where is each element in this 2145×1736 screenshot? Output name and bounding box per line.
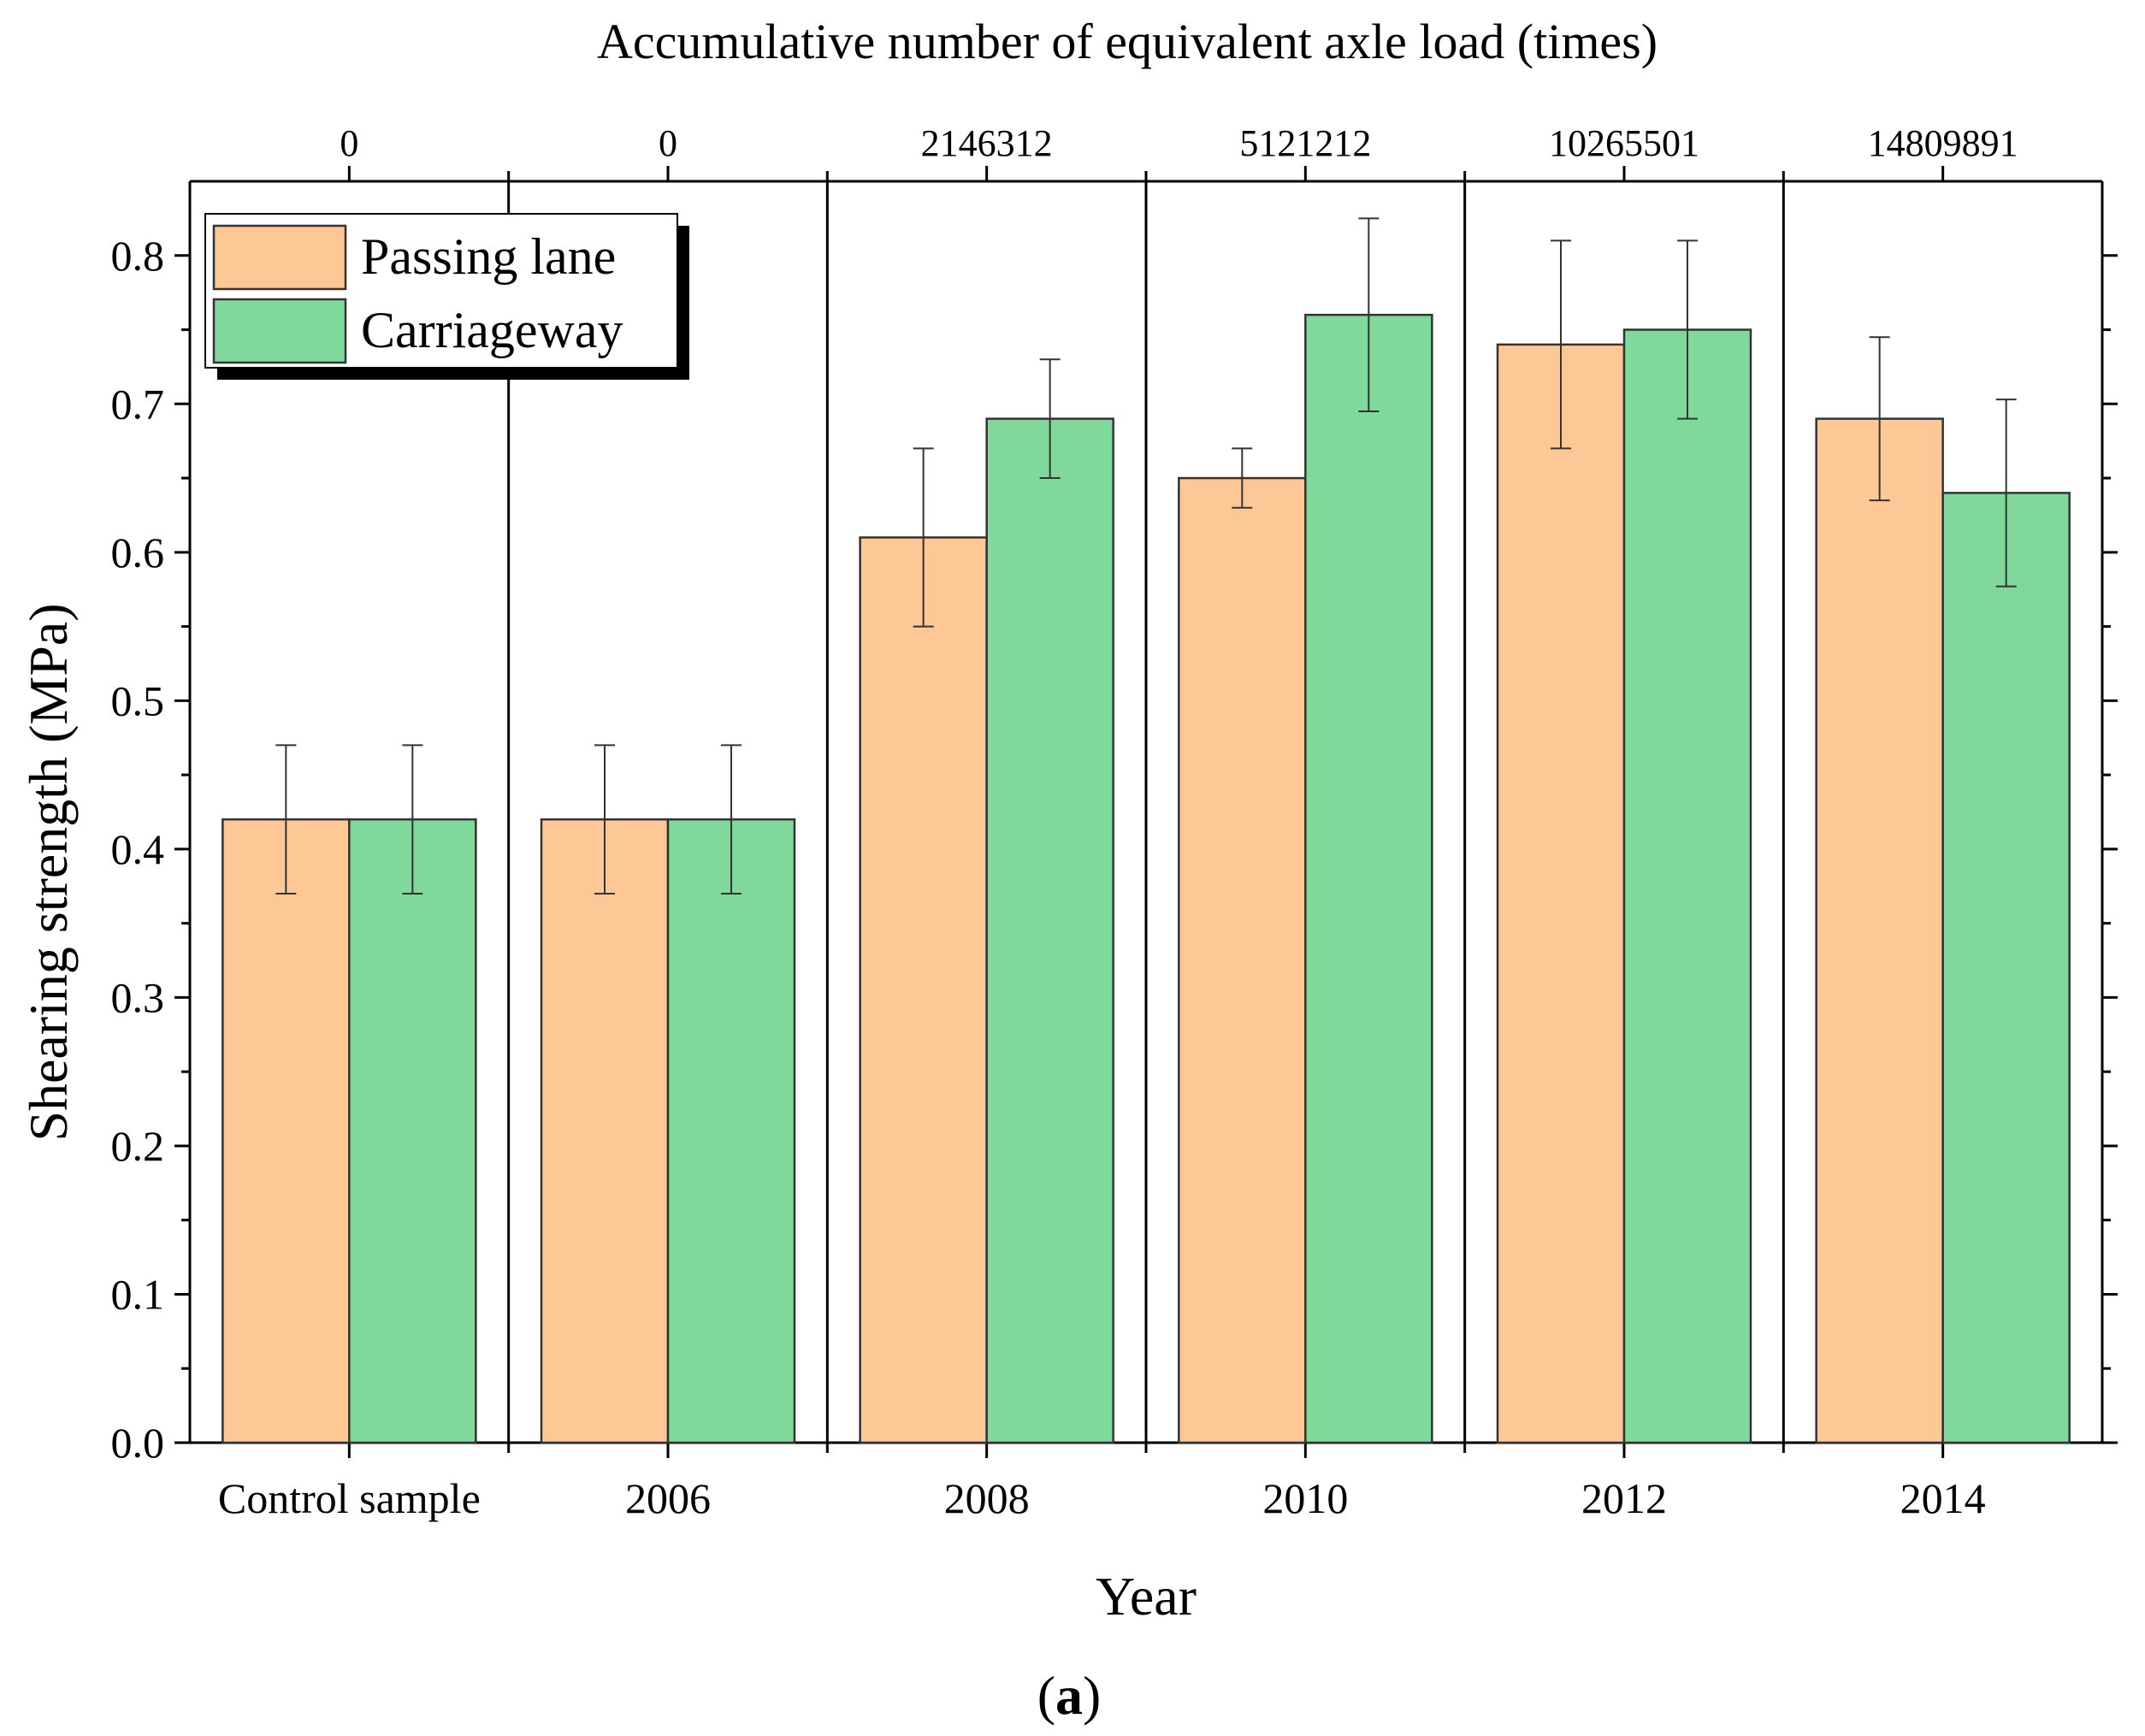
y-tick-label: 0.6 bbox=[111, 528, 165, 576]
top-axis-title: Accumulative number of equivalent axle l… bbox=[597, 14, 1658, 69]
top-tick-label: 5121212 bbox=[1239, 122, 1371, 164]
figure-caption: (a) bbox=[1037, 1665, 1102, 1726]
top-tick-label: 0 bbox=[340, 122, 358, 164]
bar-passing-lane bbox=[1496, 343, 1626, 1444]
x-tick-label: 2008 bbox=[944, 1474, 1030, 1522]
y-axis-title: Shearing strength (MPa) bbox=[18, 603, 79, 1141]
x-axis-title: Year bbox=[1096, 1566, 1197, 1627]
y-tick-label: 0.5 bbox=[111, 676, 165, 724]
x-tick-label: Control sample bbox=[218, 1474, 481, 1522]
top-tick-label: 2146312 bbox=[921, 122, 1053, 164]
bar-passing-lane bbox=[222, 818, 351, 1444]
x-tick-label: 2006 bbox=[625, 1474, 711, 1522]
legend-label: Carriageway bbox=[361, 302, 623, 358]
bar-carriageway bbox=[985, 417, 1114, 1444]
top-tick-label: 10265501 bbox=[1549, 122, 1699, 164]
bar-passing-lane bbox=[540, 818, 670, 1444]
bar-passing-lane bbox=[859, 536, 988, 1444]
y-tick-label: 0.2 bbox=[111, 1122, 165, 1170]
caption-open-paren: ( bbox=[1037, 1665, 1055, 1726]
top-tick-label: 14809891 bbox=[1868, 122, 2018, 164]
caption-close-paren: ) bbox=[1083, 1665, 1101, 1726]
y-tick-label: 0.1 bbox=[111, 1270, 165, 1318]
bar-carriageway bbox=[666, 818, 796, 1444]
plot-area: 0.0 0.1 0.2 0.3 0.4 0.5 0.6 0.7 0.8 Control sampl… bbox=[111, 122, 2118, 1522]
bar-carriageway bbox=[1941, 492, 2071, 1444]
caption-letter: a bbox=[1055, 1665, 1083, 1726]
x-tick-label: 2014 bbox=[1900, 1474, 1986, 1522]
bar-carriageway bbox=[1304, 313, 1433, 1444]
x-tick-label: 2010 bbox=[1262, 1474, 1348, 1522]
bar-passing-lane bbox=[1815, 417, 1944, 1444]
x-tick-label: 2012 bbox=[1581, 1474, 1667, 1522]
legend-swatch-passing-lane bbox=[212, 224, 347, 291]
bar-passing-lane bbox=[1178, 476, 1307, 1444]
bar-carriageway bbox=[348, 818, 477, 1444]
y-tick-label: 0.0 bbox=[111, 1419, 165, 1467]
legend-label: Passing lane bbox=[361, 228, 616, 285]
y-tick-label: 0.3 bbox=[111, 973, 165, 1021]
y-tick-label: 0.7 bbox=[111, 380, 165, 428]
y-tick-label: 0.8 bbox=[111, 232, 165, 280]
top-tick-label: 0 bbox=[659, 122, 677, 164]
y-tick-label: 0.4 bbox=[111, 825, 165, 873]
legend: Passing lane Carriageway bbox=[204, 213, 689, 380]
legend-swatch-carriageway bbox=[212, 298, 347, 364]
bar-carriageway bbox=[1622, 328, 1752, 1444]
